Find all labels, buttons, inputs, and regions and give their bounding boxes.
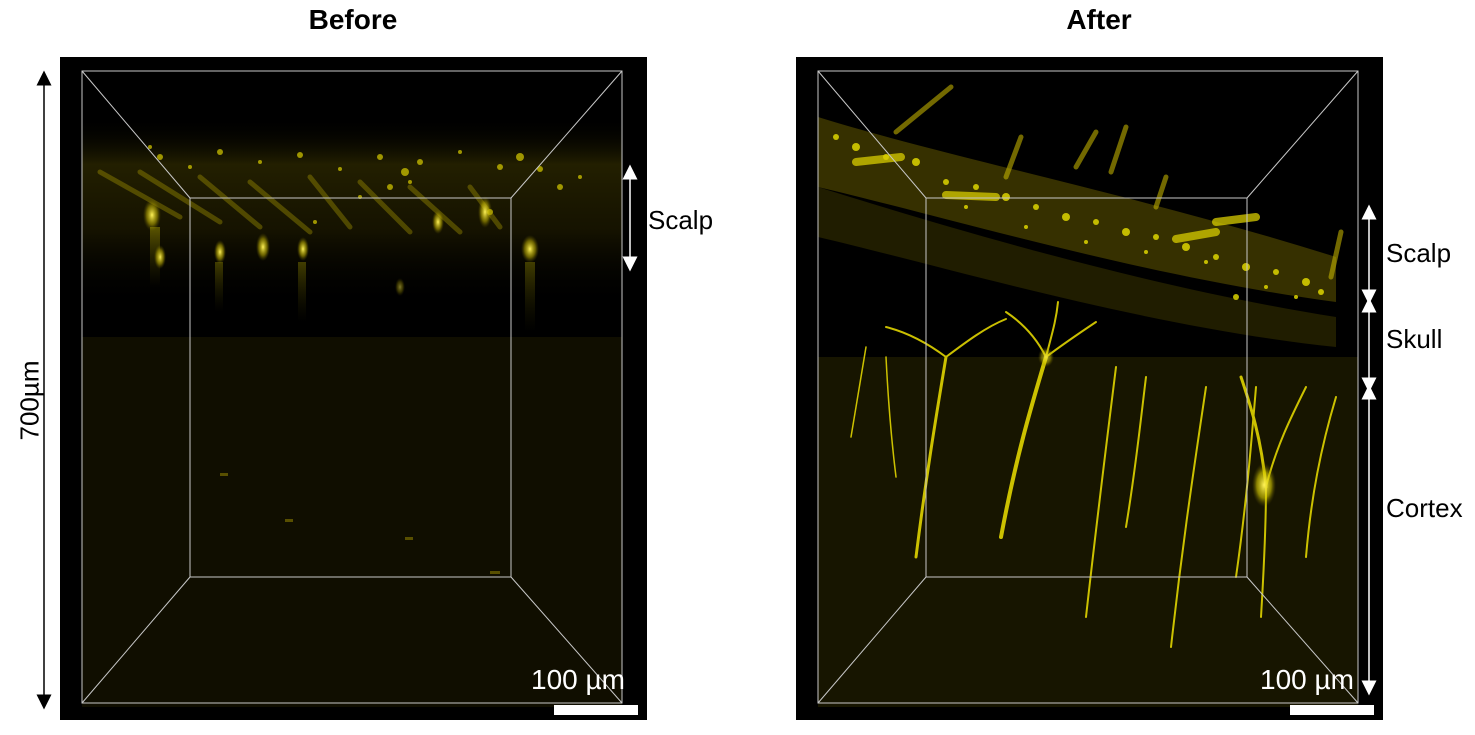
after-microscopy-image [796, 57, 1383, 720]
after-title: After [1066, 4, 1132, 35]
skull-label: Skull [1386, 324, 1443, 354]
before-scale-bar [554, 705, 638, 715]
scalp-label-right: Scalp [1386, 238, 1452, 268]
after-scale-bar [1290, 705, 1374, 715]
scalp-label-left: Scalp [648, 205, 714, 235]
depth-label: 700µm [14, 360, 45, 441]
before-image-panel [60, 57, 647, 720]
after-image-panel [796, 57, 1383, 720]
before-microscopy-image [60, 57, 647, 720]
box-frame [817, 70, 1359, 704]
after-scale-text: 100 µm [1260, 664, 1354, 695]
cortex-label: Cortex [1386, 493, 1463, 523]
before-title: Before [308, 4, 398, 35]
box-frame [81, 70, 623, 704]
before-scale-text: 100 µm [531, 664, 625, 695]
